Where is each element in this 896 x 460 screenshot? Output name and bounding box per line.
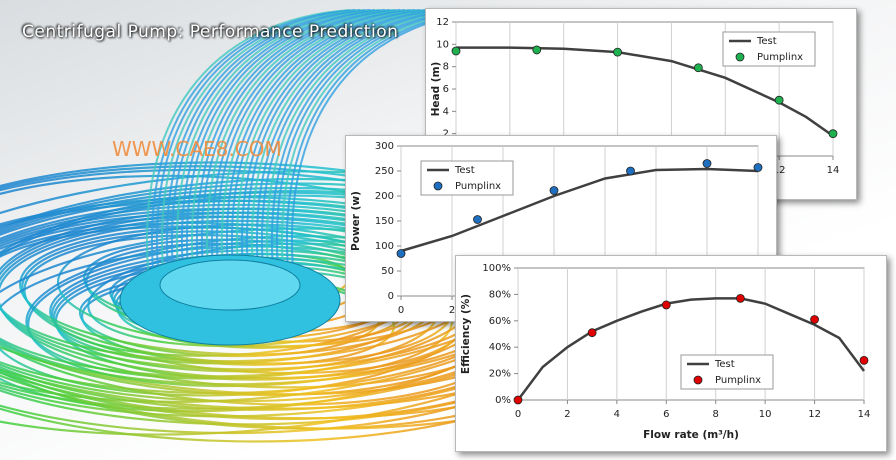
flow-line bbox=[230, 9, 436, 291]
legend-label: Test bbox=[756, 36, 777, 47]
legend-label: Test bbox=[714, 359, 735, 370]
y-tick-label: 300 bbox=[375, 141, 394, 152]
data-point bbox=[693, 63, 703, 73]
y-tick-label: 0 bbox=[388, 291, 394, 302]
legend-swatch bbox=[693, 375, 703, 385]
y-tick-label: 200 bbox=[375, 191, 394, 202]
y-tick-label: 4 bbox=[443, 106, 449, 117]
data-point bbox=[736, 293, 745, 303]
y-tick-label: 10 bbox=[436, 39, 449, 50]
flow-line bbox=[190, 9, 396, 291]
flow-line bbox=[170, 9, 376, 291]
y-axis-title: Head (m) bbox=[430, 62, 442, 117]
impeller-hub bbox=[159, 259, 301, 311]
y-tick-label: 50 bbox=[381, 266, 394, 277]
x-tick-label: 2 bbox=[564, 409, 570, 420]
y-tick-label: 100 bbox=[375, 241, 394, 252]
flow-line bbox=[245, 9, 451, 291]
y-tick-label: 8 bbox=[443, 62, 449, 73]
data-point bbox=[753, 163, 763, 172]
data-point bbox=[513, 395, 523, 405]
y-tick-label: 0% bbox=[495, 395, 511, 406]
flow-line bbox=[180, 9, 386, 291]
data-point bbox=[451, 46, 461, 56]
y-tick-label: 12 bbox=[436, 17, 449, 28]
banner-title: Centrifugal Pump: Performance Prediction bbox=[22, 22, 399, 42]
x-tick-label: 14 bbox=[858, 409, 871, 420]
data-point bbox=[828, 129, 838, 139]
y-tick-label: 250 bbox=[375, 166, 394, 177]
test-line bbox=[456, 46, 834, 137]
x-tick-label: 8 bbox=[713, 409, 719, 420]
flow-line bbox=[265, 9, 471, 291]
flow-line bbox=[165, 9, 371, 291]
y-tick-label: 100% bbox=[482, 263, 511, 274]
flow-line bbox=[235, 9, 441, 291]
x-tick-label: 0 bbox=[398, 305, 404, 316]
flow-line bbox=[255, 9, 461, 291]
flow-line bbox=[160, 9, 366, 291]
x-axis-title: Flow rate (m³/h) bbox=[643, 429, 739, 441]
flow-line bbox=[260, 9, 466, 291]
x-tick-label: 12 bbox=[808, 409, 821, 420]
flow-line bbox=[200, 9, 406, 291]
x-tick-label: 12 bbox=[773, 165, 786, 176]
flow-line bbox=[155, 9, 361, 291]
x-tick-label: 4 bbox=[614, 409, 620, 420]
y-tick-label: 2 bbox=[443, 129, 449, 140]
data-point bbox=[587, 328, 597, 338]
y-tick-label: 40% bbox=[489, 342, 511, 353]
data-point bbox=[613, 47, 622, 57]
data-point bbox=[626, 166, 635, 176]
data-point bbox=[810, 315, 819, 324]
flow-line bbox=[220, 9, 426, 291]
data-point bbox=[774, 95, 784, 105]
legend-label: Pumplinx bbox=[757, 52, 803, 63]
y-axis-title: Efficiency (%) bbox=[460, 294, 472, 374]
y-axis-title: Power (w) bbox=[350, 191, 362, 251]
data-point bbox=[549, 186, 559, 195]
flow-line bbox=[225, 9, 431, 291]
flow-line bbox=[145, 9, 351, 291]
flow-line bbox=[210, 9, 416, 291]
flow-line bbox=[215, 9, 421, 291]
x-tick-label: 10 bbox=[759, 409, 772, 420]
y-tick-label: 80% bbox=[489, 289, 511, 300]
y-tick-label: 150 bbox=[375, 216, 394, 227]
legend-label: Pumplinx bbox=[715, 375, 761, 386]
data-point bbox=[661, 300, 671, 310]
watermark: WWW.CAE8.COM bbox=[112, 137, 282, 161]
x-tick-label: 14 bbox=[827, 165, 840, 176]
flow-line bbox=[240, 9, 446, 291]
data-point bbox=[859, 356, 869, 365]
flow-line bbox=[175, 9, 381, 291]
y-tick-label: 6 bbox=[443, 84, 449, 95]
efficiency-panel: 0 2 4 6 8 10 12 14 0% 20% 40% 60% 80% 100% Efficiency … bbox=[455, 255, 887, 452]
flow-line bbox=[205, 9, 411, 291]
data-point bbox=[532, 45, 542, 55]
flow-line bbox=[185, 9, 391, 291]
test-line bbox=[400, 167, 759, 253]
x-tick-label: 0 bbox=[515, 409, 521, 420]
x-tick-label: 2 bbox=[449, 305, 455, 316]
legend-swatch bbox=[735, 52, 745, 62]
chart: 0 2 4 6 8 10 12 14 0% 20% 40% 60% 80% 100% Efficiency … bbox=[460, 263, 871, 441]
y-tick-label: 20% bbox=[489, 369, 511, 380]
data-point bbox=[473, 215, 482, 224]
legend-swatch bbox=[433, 181, 443, 191]
x-tick-label: 6 bbox=[663, 409, 669, 420]
flow-line bbox=[195, 9, 401, 291]
flow-line bbox=[250, 9, 456, 291]
data-point bbox=[396, 249, 406, 258]
flow-line bbox=[270, 9, 476, 291]
test-line bbox=[516, 297, 866, 401]
legend-label: Test bbox=[454, 165, 475, 176]
legend-label: Pumplinx bbox=[455, 181, 501, 192]
data-point bbox=[702, 159, 712, 168]
y-tick-label: 60% bbox=[489, 316, 511, 327]
flow-line bbox=[150, 9, 356, 291]
